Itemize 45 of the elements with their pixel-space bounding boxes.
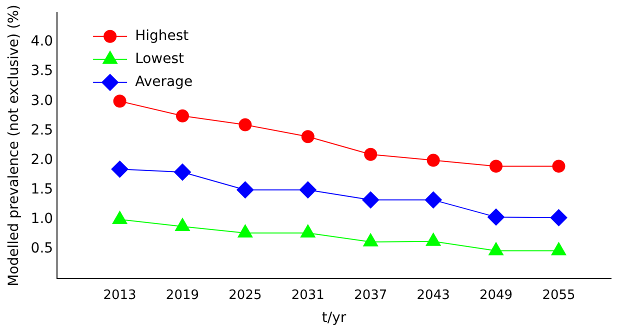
legend-label: Average xyxy=(135,74,193,90)
point xyxy=(551,242,566,256)
y-tick-label: 0.5 xyxy=(30,240,54,257)
point xyxy=(488,242,504,256)
point xyxy=(300,224,316,238)
y-tick-label: 3.5 xyxy=(30,63,54,80)
point xyxy=(424,191,442,208)
x-tick-label: 2025 xyxy=(228,288,262,303)
x-tick-label: 2013 xyxy=(103,288,136,303)
point xyxy=(175,218,190,232)
point xyxy=(363,233,378,246)
point xyxy=(236,181,254,198)
point xyxy=(176,109,189,122)
legend-label: Highest xyxy=(135,28,190,44)
point xyxy=(238,224,253,238)
point xyxy=(174,164,191,181)
legend-label: Lowest xyxy=(135,51,185,68)
point xyxy=(112,210,128,224)
point xyxy=(552,160,566,173)
y-tick-label: 1.5 xyxy=(30,182,54,198)
point xyxy=(301,130,314,144)
point xyxy=(488,208,505,226)
y-axis-title: Modelled prevalence (not exclusive) (%) xyxy=(6,4,22,286)
point xyxy=(362,191,380,208)
y-tick-label: 4.0 xyxy=(30,34,54,50)
y-tick-label: 3.0 xyxy=(30,92,54,109)
point xyxy=(299,181,316,198)
y-tick-label: 2.0 xyxy=(30,152,54,168)
point xyxy=(550,209,568,226)
point xyxy=(490,160,503,173)
x-tick-label: 2019 xyxy=(166,288,200,303)
point xyxy=(111,160,128,178)
x-tick-label: 2055 xyxy=(542,288,576,303)
point xyxy=(238,118,252,132)
point xyxy=(364,148,378,161)
y-tick-label: 1.0 xyxy=(30,211,54,228)
x-tick-label: 2031 xyxy=(291,288,324,303)
x-tick-label: 2037 xyxy=(354,288,388,303)
point xyxy=(426,232,441,246)
x-axis-title: t/yr xyxy=(322,310,346,326)
point xyxy=(426,154,440,167)
y-tick-label: 2.5 xyxy=(30,122,54,138)
x-tick-label: 2049 xyxy=(479,288,513,303)
x-tick-label: 2043 xyxy=(416,288,450,303)
point xyxy=(113,94,126,108)
